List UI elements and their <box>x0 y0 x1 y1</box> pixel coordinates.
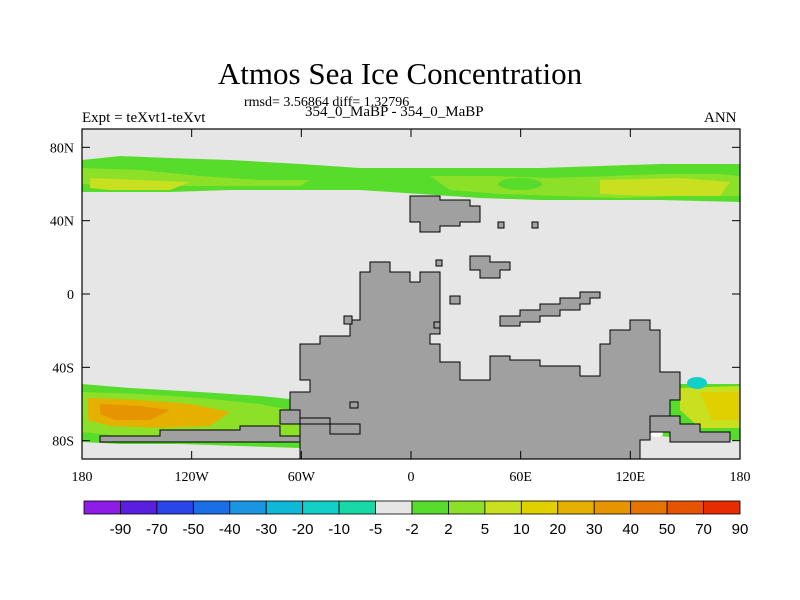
land-masses <box>99 195 731 460</box>
colorbar-swatch <box>229 500 267 515</box>
colorbar-label: -20 <box>292 521 314 538</box>
y-tick-label: 80N <box>50 141 74 156</box>
subtitle-center: 354_0_MaBP - 354_0_MaBP <box>305 104 484 120</box>
y-tick-label: 0 <box>67 288 74 303</box>
x-tick-label: 60E <box>509 470 532 485</box>
colorbar-label: 50 <box>659 521 676 538</box>
colorbar-label: 20 <box>549 521 566 538</box>
colorbar-label: 10 <box>513 521 530 538</box>
colorbar-label: 2 <box>444 521 452 538</box>
arctic-ice-band <box>82 156 740 202</box>
x-tick-label: 0 <box>408 470 415 485</box>
colorbar-label: -30 <box>255 521 277 538</box>
colorbar-swatch <box>375 500 413 515</box>
colorbar-label: -5 <box>369 521 382 538</box>
colorbar-label: -10 <box>328 521 350 538</box>
x-tick-label: 120E <box>616 470 646 485</box>
colorbar-swatch <box>83 500 121 515</box>
y-tick-label: 80S <box>52 435 74 450</box>
stats-text: rmsd= 3.56864 diff= 1.32796 <box>244 95 410 110</box>
x-tick-label: 180 <box>730 470 751 485</box>
colorbar-label: -2 <box>405 521 418 538</box>
subtitle-left: Expt = teXvt1-teXvt <box>82 110 206 126</box>
y-tick-label: 40N <box>50 215 74 230</box>
colorbar-swatch <box>120 500 158 515</box>
colorbar-label: 30 <box>586 521 603 538</box>
colorbar-swatch <box>411 500 449 515</box>
colorbar-label: -40 <box>219 521 241 538</box>
colorbar-swatch <box>338 500 376 515</box>
colorbar-label: -70 <box>146 521 168 538</box>
colorbar: -90 -70 -50 -40 -30 -20 -10 -5 -2 2 5 10 20 30 40 50 70 9… <box>83 500 749 538</box>
chart-title: Atmos Sea Ice Concentration <box>217 56 583 91</box>
colorbar-label: -90 <box>110 521 132 538</box>
colorbar-label: 70 <box>695 521 712 538</box>
x-tick-label: 60W <box>288 470 316 485</box>
colorbar-swatch <box>593 500 632 515</box>
colorbar-swatch <box>484 500 522 515</box>
colorbar-swatch <box>265 500 304 515</box>
colorbar-swatch <box>520 500 559 515</box>
colorbar-swatch <box>630 500 668 515</box>
colorbar-swatch <box>192 500 231 515</box>
colorbar-swatch <box>448 500 486 515</box>
colorbar-swatch <box>156 500 194 515</box>
x-tick-label: 120W <box>175 470 210 485</box>
colorbar-label: 40 <box>622 521 639 538</box>
colorbar-swatch <box>557 500 595 515</box>
colorbar-swatch <box>703 500 741 515</box>
axis-ticks: 180 120W 60W 0 60E 120E 180 80N 40N 0 40S 80S <box>50 129 751 485</box>
colorbar-swatch <box>666 500 704 515</box>
x-tick-label: 180 <box>72 470 93 485</box>
y-tick-label: 40S <box>52 361 74 376</box>
colorbar-swatch <box>302 500 340 515</box>
colorbar-label: 90 <box>732 521 749 538</box>
colorbar-label: -50 <box>182 521 204 538</box>
colorbar-label: 5 <box>481 521 489 538</box>
subtitle-right: ANN <box>704 110 737 126</box>
